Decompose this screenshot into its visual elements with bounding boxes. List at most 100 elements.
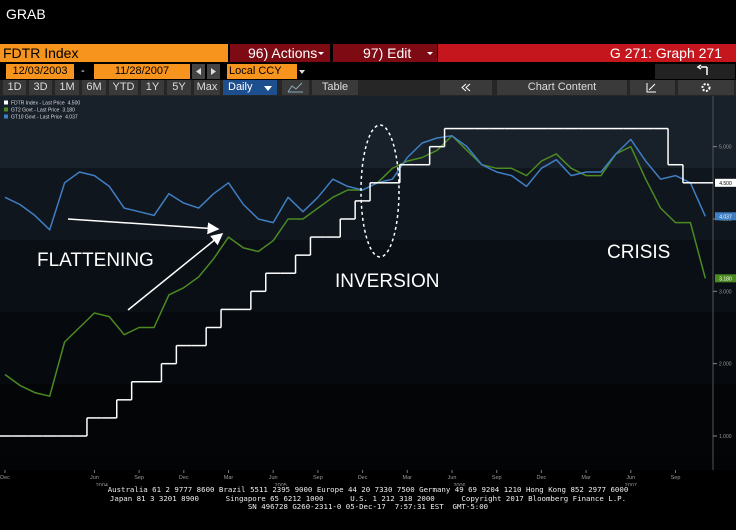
- annotate-button[interactable]: [630, 80, 675, 95]
- row2-icons: [192, 64, 735, 79]
- background-band: [0, 312, 736, 348]
- last-price-label: 4.037: [719, 214, 732, 220]
- annotation: INVERSION: [335, 271, 440, 292]
- x-tick-label: Mar: [581, 475, 591, 481]
- return-icon: [696, 64, 708, 75]
- end-date[interactable]: 11/28/2007: [94, 64, 190, 79]
- x-tick-label: Sep: [134, 475, 144, 481]
- background-band: [0, 132, 736, 168]
- x-tick-label: Jun: [626, 475, 635, 481]
- last-price-label: 4.500: [719, 181, 732, 187]
- annotation-arrow: [67, 218, 220, 235]
- x-year-label: 2005: [275, 483, 287, 486]
- annotation-arrow: [127, 233, 224, 311]
- period-button[interactable]: 1D: [3, 80, 26, 95]
- background-band: [0, 384, 736, 420]
- x-tick-label: Sep: [313, 475, 323, 481]
- date-separator: -: [81, 65, 85, 77]
- frequency-menu[interactable]: Daily: [223, 80, 277, 95]
- collapse-icon: [461, 83, 471, 92]
- annotation-ellipse: [360, 124, 400, 258]
- x-tick-label: Jun: [90, 475, 99, 481]
- footer: Australia 61 2 9777 8600 Brazil 5511 239…: [0, 485, 736, 512]
- legend-entry: FDTR Index - Last Price 4.500: [11, 100, 80, 106]
- dropdown-icon[interactable]: [299, 70, 305, 74]
- legend-name: FDTR Index - Last Price: [11, 100, 65, 106]
- legend-swatch: [4, 114, 8, 119]
- background-band: [0, 168, 736, 204]
- annotation: FLATTENING: [37, 250, 154, 271]
- x-year-label: 2007: [625, 483, 637, 486]
- period-button[interactable]: YTD: [109, 80, 138, 95]
- series-line: [4, 135, 707, 397]
- footer-line: Japan 81 3 3201 8900 Singapore 65 6212 1…: [109, 493, 627, 503]
- security-field[interactable]: FDTR Index: [0, 44, 228, 62]
- x-tick-label: Jun: [448, 475, 457, 481]
- y-tick-label: 2.000: [719, 362, 732, 368]
- legend-name: GT2 Govt - Last Price: [11, 107, 60, 113]
- x-year-label: 2006: [453, 483, 465, 486]
- menu-arrows: [318, 52, 433, 55]
- x-tick-label: Mar: [224, 475, 234, 481]
- period-button[interactable]: 1Y: [141, 80, 164, 95]
- footer-line: SN 496728 G260-2311-0 05-Dec-17 7:57:31 …: [247, 502, 489, 511]
- chart: 1.0002.0003.0004.0005.000DecJunSepDecMar…: [0, 96, 736, 486]
- background-band: [0, 240, 736, 276]
- legend-swatch: [4, 100, 8, 105]
- period-button[interactable]: 6M: [82, 80, 106, 95]
- gear-icon: [701, 83, 711, 92]
- x-tick-label: Jun: [269, 475, 278, 481]
- last-price-box: [715, 178, 736, 187]
- edit-icon: [646, 83, 656, 93]
- next-icon: [211, 68, 216, 75]
- dropdown-icon: [427, 52, 433, 55]
- background-band: [0, 96, 736, 132]
- period-button[interactable]: 5Y: [167, 80, 191, 95]
- series-line: [4, 135, 706, 231]
- x-tick-label: Dec: [358, 475, 368, 481]
- legend-value: 4.500: [68, 100, 81, 106]
- prev-icon: [196, 68, 201, 75]
- x-year-label: 2004: [96, 483, 108, 486]
- legend-name: GT10 Govt - Last Price: [11, 114, 62, 120]
- y-tick-label: 1.000: [719, 434, 732, 440]
- refresh-box[interactable]: [655, 64, 735, 79]
- last-price-box: [715, 212, 736, 221]
- edit-menu[interactable]: 97) Edit: [333, 44, 437, 62]
- dropdown-icon: [264, 86, 272, 91]
- start-date[interactable]: 12/03/2003: [6, 64, 74, 79]
- period-button[interactable]: 1M: [55, 80, 79, 95]
- x-tick-label: Dec: [0, 475, 10, 481]
- chart-content-button[interactable]: Chart Content: [497, 80, 627, 95]
- background-band: [0, 420, 736, 456]
- legend-value: 3.180: [62, 107, 75, 113]
- window-title: GRAB: [6, 6, 46, 22]
- y-tick-label: 3.000: [719, 289, 732, 295]
- legend-entry: GT10 Govt - Last Price 4.037: [11, 114, 78, 120]
- period-button[interactable]: Max: [194, 80, 220, 95]
- x-tick-label: Mar: [403, 475, 413, 481]
- last-price-label: 3.180: [719, 276, 732, 282]
- legend-swatch: [4, 107, 8, 112]
- x-tick-label: Dec: [179, 475, 189, 481]
- legend-value: 4.037: [65, 114, 78, 120]
- period-button[interactable]: 3D: [29, 80, 52, 95]
- background-band: [0, 276, 736, 312]
- chart-type-button[interactable]: [282, 80, 309, 95]
- currency-field[interactable]: Local CCY: [227, 64, 297, 79]
- x-tick-label: Dec: [537, 475, 547, 481]
- last-price-box: [715, 274, 736, 283]
- table-button[interactable]: Table: [312, 80, 358, 95]
- legend-entry: GT2 Govt - Last Price 3.180: [11, 107, 75, 113]
- footer-line: Australia 61 2 9777 8600 Brazil 5511 239…: [107, 485, 629, 494]
- chart-icon: [287, 82, 303, 93]
- actions-menu[interactable]: 96) Actions: [230, 44, 330, 62]
- y-tick-label: 5.000: [719, 145, 732, 151]
- settings-button[interactable]: [678, 80, 734, 95]
- dropdown-icon: [318, 52, 324, 55]
- x-tick-label: Sep: [492, 475, 502, 481]
- x-tick-label: Sep: [671, 475, 681, 481]
- background-band: [0, 348, 736, 384]
- plot-edge: [0, 470, 736, 486]
